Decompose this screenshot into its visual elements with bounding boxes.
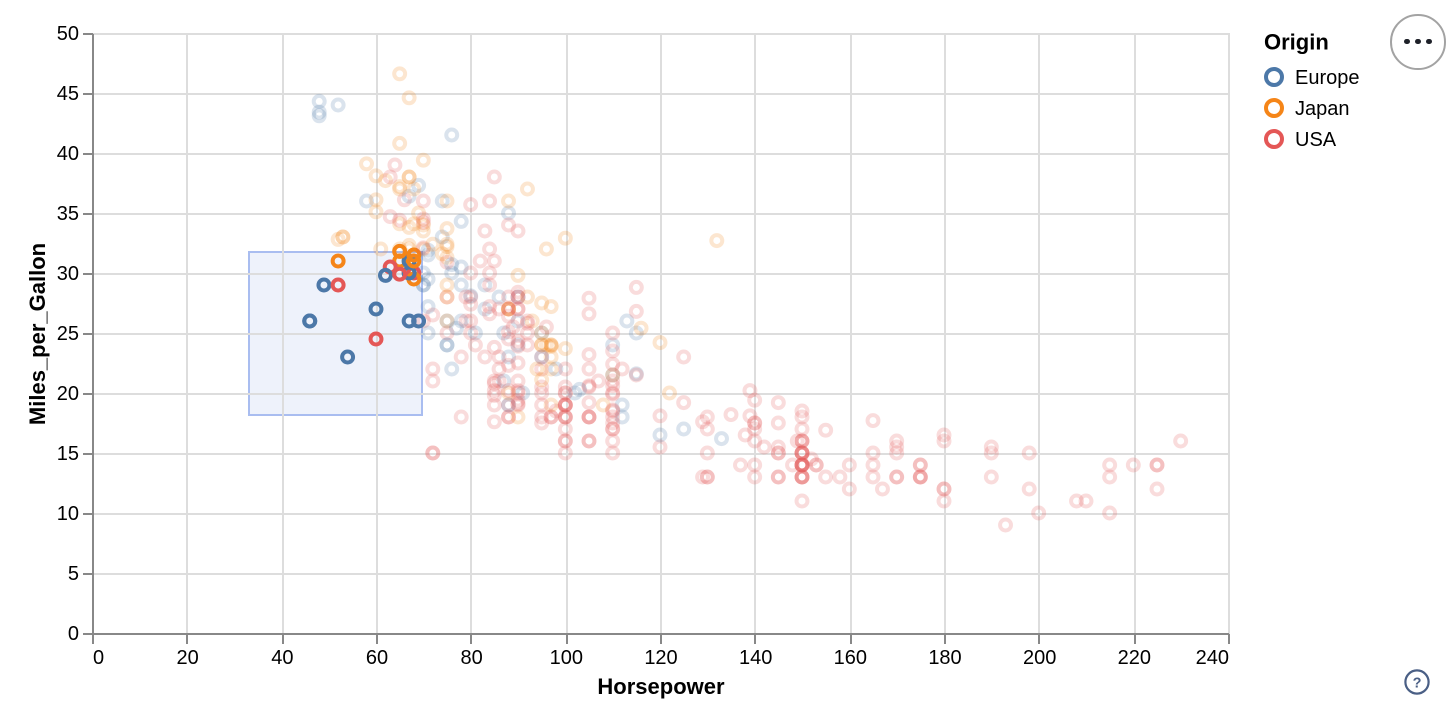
- svg-text:60: 60: [366, 647, 388, 669]
- svg-text:Miles_per_Gallon: Miles_per_Gallon: [25, 243, 50, 425]
- svg-text:180: 180: [929, 647, 962, 669]
- svg-text:20: 20: [177, 647, 199, 669]
- svg-text:0: 0: [93, 647, 104, 669]
- svg-text:45: 45: [57, 83, 79, 105]
- svg-text:10: 10: [57, 503, 79, 525]
- svg-text:140: 140: [739, 647, 772, 669]
- svg-text:100: 100: [550, 647, 583, 669]
- svg-text:Europe: Europe: [1295, 67, 1360, 89]
- svg-text:20: 20: [57, 383, 79, 405]
- svg-text:15: 15: [57, 443, 79, 465]
- svg-text:50: 50: [57, 23, 79, 45]
- svg-text:120: 120: [645, 647, 678, 669]
- svg-text:USA: USA: [1295, 129, 1337, 151]
- svg-text:5: 5: [68, 563, 79, 585]
- svg-text:40: 40: [272, 647, 294, 669]
- svg-text:40: 40: [57, 143, 79, 165]
- svg-text:Horsepower: Horsepower: [598, 674, 726, 699]
- svg-text:Origin: Origin: [1264, 30, 1329, 55]
- svg-text:?: ?: [1412, 675, 1421, 691]
- svg-text:0: 0: [68, 623, 79, 645]
- svg-text:Japan: Japan: [1295, 98, 1350, 120]
- svg-text:160: 160: [834, 647, 867, 669]
- svg-text:240: 240: [1196, 647, 1229, 669]
- svg-text:200: 200: [1023, 647, 1056, 669]
- svg-text:220: 220: [1118, 647, 1151, 669]
- svg-text:35: 35: [57, 203, 79, 225]
- svg-text:30: 30: [57, 263, 79, 285]
- svg-text:25: 25: [57, 323, 79, 345]
- svg-text:80: 80: [461, 647, 483, 669]
